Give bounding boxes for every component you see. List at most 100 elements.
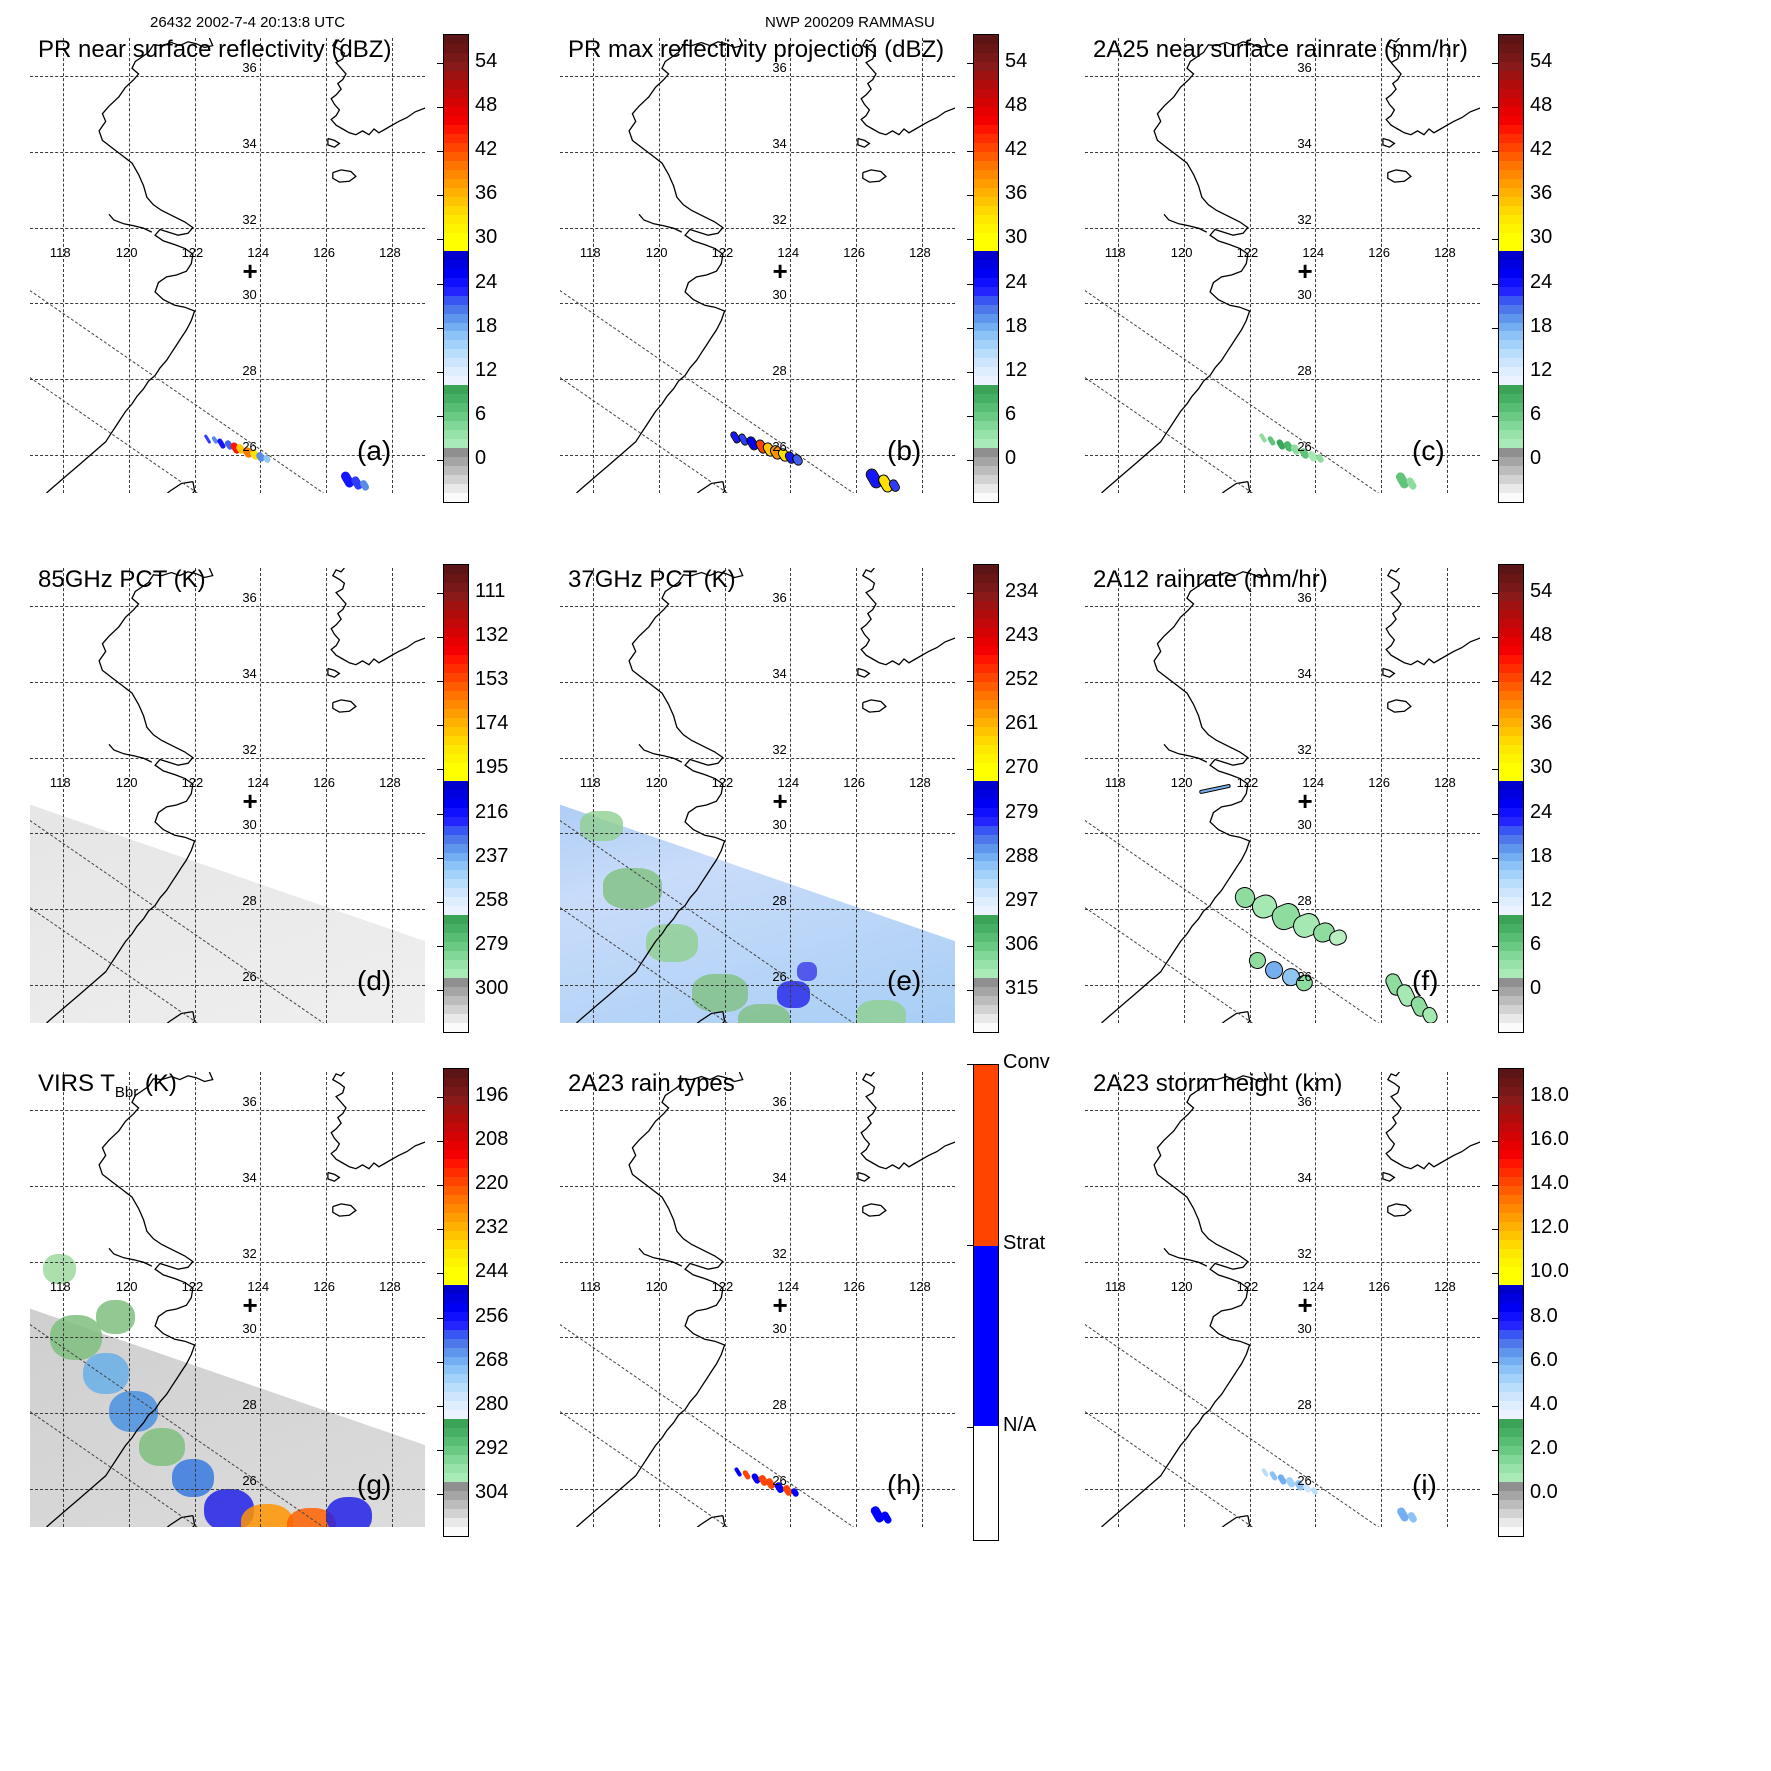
colorbar-segment <box>444 259 468 269</box>
colorbar-label: 54 <box>475 50 498 73</box>
colorbar-segment <box>1499 1014 1523 1024</box>
graticule-meridian <box>1249 568 1251 1023</box>
graticule-meridian <box>326 568 328 1023</box>
data-feature <box>349 474 364 492</box>
lat-tick-label: 34 <box>1297 135 1312 151</box>
colorbar-segment <box>444 1518 468 1528</box>
graticule-meridian <box>922 1072 924 1527</box>
swath-edge <box>1085 820 1401 1023</box>
colorbar-segment <box>974 690 998 700</box>
colorbar-label: 288 <box>1005 844 1039 867</box>
colorbar-segment <box>974 618 998 628</box>
colorbar-tick <box>967 945 974 947</box>
graticule-parallel <box>560 227 955 229</box>
colorbar-segment <box>974 933 998 943</box>
graticule-meridian <box>790 1072 792 1527</box>
data-feature <box>358 478 370 492</box>
lon-tick-label: 124 <box>777 244 800 260</box>
colorbar-segment <box>444 1131 468 1141</box>
colorbar-tick <box>1492 1229 1499 1231</box>
colorbar-tick <box>1492 857 1499 859</box>
map-b[interactable]: 36 34 32 30 28 26 118 120 122 124 126 128 + <box>560 38 955 493</box>
colorbar-i <box>1498 1068 1524 1537</box>
graticule-meridian <box>1381 568 1383 1023</box>
swath-edge <box>560 377 827 493</box>
colorbar-segment <box>1499 852 1523 862</box>
colorbar-segment <box>1499 466 1523 476</box>
colorbar-segment <box>444 493 468 502</box>
map-h[interactable]: 36 34 32 30 28 26 118 120 122 124 126 128 + <box>560 1072 955 1527</box>
colorbar-segment <box>1499 331 1523 341</box>
map-i[interactable]: 36 34 32 30 28 26 118 120 122 124 126 128 + <box>1085 1072 1480 1527</box>
colorbar-segment <box>444 331 468 341</box>
colorbar-tick <box>437 813 444 815</box>
data-feature <box>1268 1470 1278 1482</box>
colorbar-segment <box>974 879 998 889</box>
colorbar-segment <box>444 151 468 161</box>
colorbar-segment <box>444 448 468 458</box>
graticule-meridian <box>922 38 924 493</box>
lat-tick-label: 28 <box>772 363 787 379</box>
colorbar-segment <box>444 609 468 619</box>
colorbar-segment <box>444 1527 468 1536</box>
colorbar-segment <box>974 70 998 80</box>
colorbar-tick <box>437 63 444 65</box>
colorbar-segment <box>444 1329 468 1339</box>
swath-imagery-g <box>30 1308 425 1527</box>
map-c[interactable]: 36 34 32 30 28 26 118 120 122 124 126 128 + <box>1085 38 1480 493</box>
colorbar-segment <box>444 322 468 332</box>
colorbar-segment <box>1499 762 1523 772</box>
colorbar-segment <box>1499 250 1523 260</box>
colorbar-tick <box>967 857 974 859</box>
data-feature <box>1396 1506 1411 1524</box>
panel-title-f: 2A12 rainrate (mm/hr) <box>1093 566 1328 593</box>
map-d[interactable]: 36 34 32 30 28 26 118 120 122 124 126 128 + <box>30 568 425 1023</box>
lon-tick-label: 128 <box>379 1278 401 1294</box>
colorbar-segment <box>1499 35 1523 44</box>
lat-tick-label: 36 <box>1297 1093 1312 1109</box>
colorbar-segment <box>974 313 998 323</box>
colorbar-segment <box>1499 61 1523 71</box>
colorbar-label: 261 <box>1005 712 1039 735</box>
colorbar-segment <box>1499 340 1523 350</box>
colorbar-segment <box>1499 322 1523 332</box>
colorbar-tick <box>1492 415 1499 417</box>
colorbar-segment <box>1499 897 1523 907</box>
colorbar-tick <box>437 1449 444 1451</box>
center-cross-marker: + <box>242 786 258 817</box>
colorbar-segment <box>974 565 998 574</box>
data-feature <box>1315 453 1325 465</box>
lat-tick-label: 36 <box>242 589 257 605</box>
orbit-datetime-header: 26432 2002-7-4 20:13:8 UTC <box>150 14 346 31</box>
map-g[interactable]: 36 34 32 30 28 26 118 120 122 124 126 128 + <box>30 1072 425 1527</box>
colorbar-segment <box>444 1095 468 1105</box>
map-f[interactable]: 36 34 32 30 28 26 118 120 122 124 126 128 + <box>1085 568 1480 1023</box>
colorbar-segment <box>974 151 998 161</box>
lat-tick-label: 36 <box>242 59 257 75</box>
colorbar-segment <box>974 223 998 233</box>
colorbar-segment <box>1499 376 1523 386</box>
colorbar-segment <box>974 412 998 422</box>
colorbar-segment <box>974 115 998 125</box>
data-feature <box>223 439 234 451</box>
colorbar-segment <box>1499 1392 1523 1402</box>
graticule-parallel <box>1085 757 1480 759</box>
panel-title-b: PR max reflectivity projection (dBZ) <box>568 36 945 63</box>
colorbar-tick <box>437 107 444 109</box>
colorbar-segment <box>1499 1077 1523 1087</box>
graticule-parallel <box>560 1413 955 1415</box>
colorbar-segment <box>444 978 468 988</box>
lon-tick-label: 118 <box>49 774 71 790</box>
colorbar-tick <box>1492 681 1499 683</box>
graticule-meridian <box>326 38 328 493</box>
lat-tick-label: 26 <box>1297 969 1312 985</box>
map-a[interactable]: 36 34 32 30 28 26 118 120 122 124 126 128 + <box>30 38 425 493</box>
data-feature <box>1406 1510 1419 1525</box>
map-e[interactable]: 36 34 32 30 28 26 118 120 122 124 126 128 + <box>560 568 955 1023</box>
colorbar-segment <box>974 277 998 287</box>
colorbar-tick <box>1492 1141 1499 1143</box>
colorbar-segment <box>444 780 468 790</box>
data-feature <box>261 454 272 465</box>
colorbar-segment <box>444 762 468 772</box>
colorbar-segment <box>974 969 998 979</box>
